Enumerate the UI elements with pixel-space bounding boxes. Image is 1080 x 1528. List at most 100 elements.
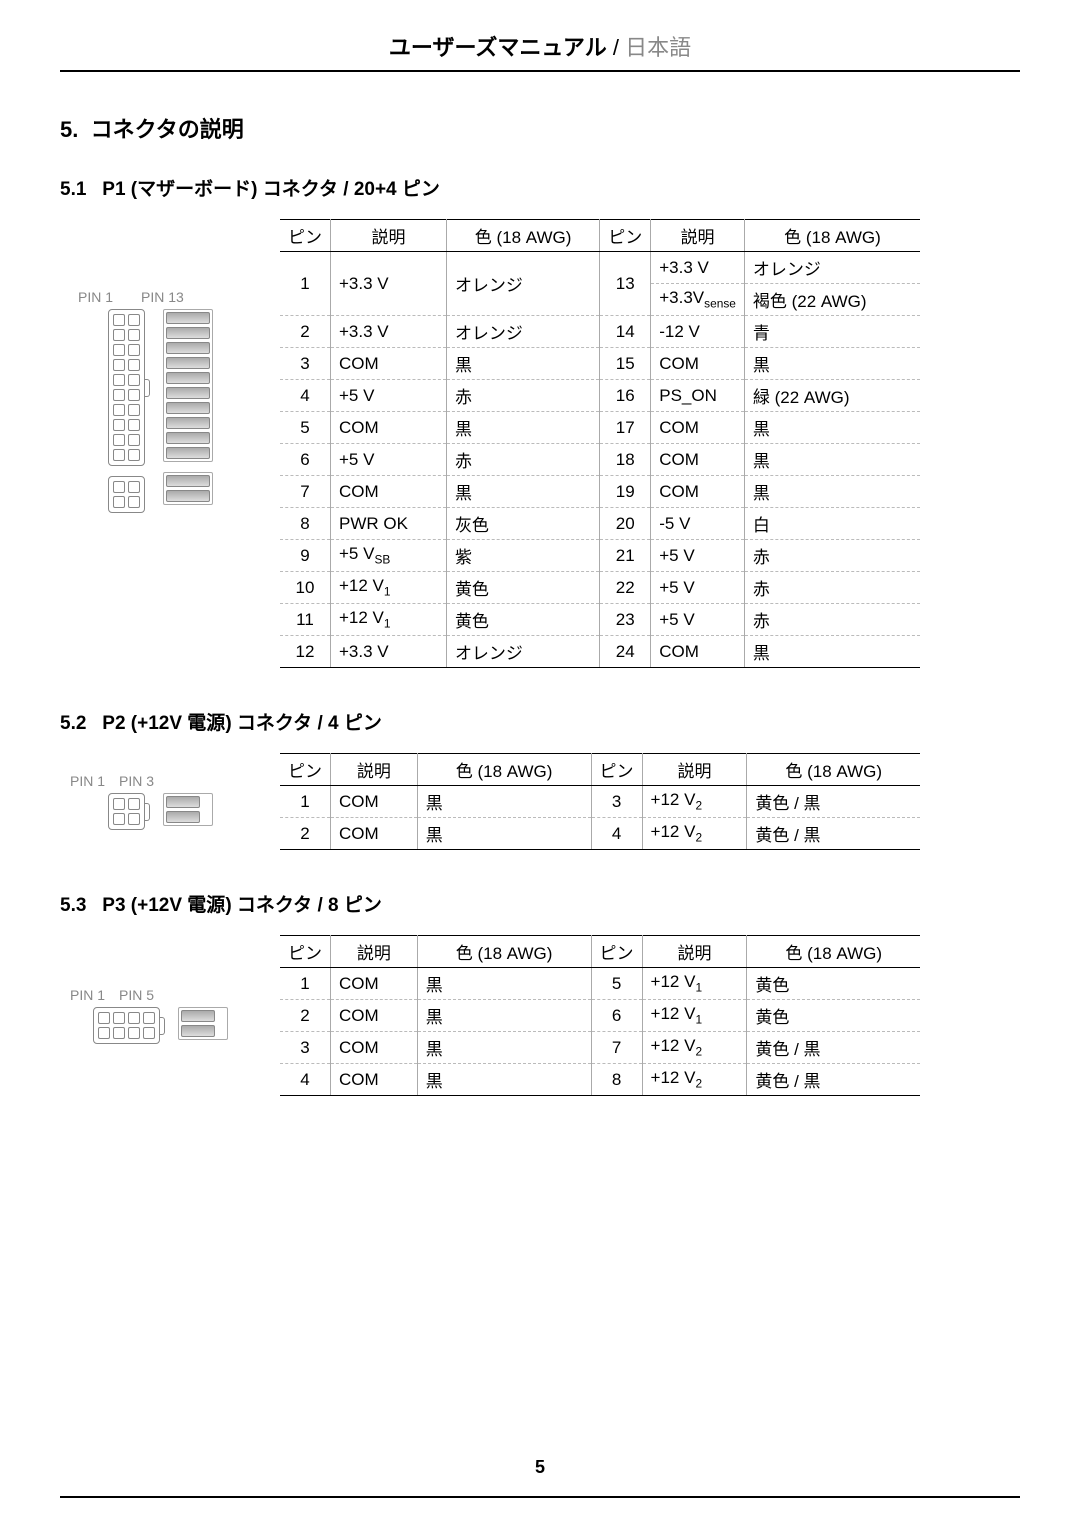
pin-square <box>113 481 125 493</box>
header-title: ユーザーズマニュアル <box>389 35 607 60</box>
table-p3: ピン説明色 (18 AWG)ピン説明色 (18 AWG)1COM黒5+12 V1… <box>280 935 920 1096</box>
cell: 白 <box>744 508 920 540</box>
s52-pins: 4 <box>328 713 339 734</box>
cell: 23 <box>600 604 651 636</box>
s53-tail: ) コネクタ / <box>225 895 328 916</box>
s51-pins: 20+4 <box>354 179 397 200</box>
cell: 黄色 / 黒 <box>747 1032 920 1064</box>
cell: COM <box>331 1064 418 1096</box>
pin-square <box>113 344 125 356</box>
cell: 黄色 / 黒 <box>747 786 920 818</box>
header-sep: / <box>607 35 625 60</box>
cell: 15 <box>600 348 651 380</box>
diagram-p2: PIN 1 PIN 3 <box>60 773 260 830</box>
pin-square <box>113 496 125 508</box>
col-header: ピン <box>280 754 331 786</box>
side-bar <box>166 417 210 429</box>
col-header: ピン <box>591 936 642 968</box>
cell: +12 V1 <box>331 572 447 604</box>
col-header: ピン <box>280 936 331 968</box>
p2-pin1: PIN 1 <box>70 773 105 789</box>
cell: COM <box>331 1000 418 1032</box>
s52-name: P2 (+12V <box>102 713 187 734</box>
cell: 赤 <box>744 572 920 604</box>
cell: +5 V <box>651 572 745 604</box>
col-header: 色 (18 AWG) <box>747 754 920 786</box>
cell: 2 <box>280 818 331 850</box>
cell: 黒 <box>744 476 920 508</box>
latch-icon <box>145 379 150 397</box>
cell: 黄色 / 黒 <box>747 1064 920 1096</box>
p2-conn-draw <box>108 793 213 830</box>
cell: 黒 <box>744 636 920 668</box>
col-header: 色 (18 AWG) <box>417 754 591 786</box>
col-header: ピン <box>591 754 642 786</box>
p1-front-20 <box>108 309 145 466</box>
cell: COM <box>651 476 745 508</box>
cell: +5 V <box>651 540 745 572</box>
cell: 黒 <box>417 1032 591 1064</box>
pin-labels-p3: PIN 1 PIN 5 <box>60 987 260 1003</box>
section-5: 5. コネクタの説明 <box>60 112 1020 144</box>
col-header: 説明 <box>331 754 418 786</box>
pin-square <box>128 344 140 356</box>
s51-pt: ピン <box>397 179 440 200</box>
cell: -12 V <box>651 316 745 348</box>
cell: 1 <box>280 786 331 818</box>
pin-labels-p1: PIN 1 PIN 13 <box>60 289 260 305</box>
s51-name: P1 ( <box>102 179 137 200</box>
cell: +12 V1 <box>642 1000 747 1032</box>
s53-pins: 8 <box>328 895 339 916</box>
p3-front <box>93 1007 160 1044</box>
cell: 緑 (22 AWG) <box>744 380 920 412</box>
section-5-3: 5.3 P3 (+12V 電源) コネクタ / 8 ピン <box>60 890 1020 917</box>
cell: +5 V <box>331 444 447 476</box>
side-bar <box>166 402 210 414</box>
cell: 21 <box>600 540 651 572</box>
side-bar <box>166 490 210 502</box>
cell: 5 <box>280 412 331 444</box>
page-number: 5 <box>0 1457 1080 1478</box>
cell: 1 <box>280 968 331 1000</box>
pin-square <box>128 389 140 401</box>
cell: 18 <box>600 444 651 476</box>
cell: 黄色 <box>747 968 920 1000</box>
side-bar <box>166 447 210 459</box>
cell: 黒 <box>446 476 599 508</box>
pin-labels-p2: PIN 1 PIN 3 <box>60 773 260 789</box>
cell: 8 <box>280 508 331 540</box>
cell: 7 <box>280 476 331 508</box>
p2-pin3: PIN 3 <box>119 773 154 789</box>
side-bar <box>166 312 210 324</box>
pin-square <box>143 1027 155 1039</box>
side-bar <box>166 387 210 399</box>
p3-pin1: PIN 1 <box>70 987 105 1003</box>
cell: 黒 <box>417 818 591 850</box>
pin-square <box>128 329 140 341</box>
cell: COM <box>331 412 447 444</box>
col-header: 説明 <box>642 754 747 786</box>
s53-mid: 電源 <box>187 895 225 916</box>
cell: COM <box>651 444 745 476</box>
page-header: ユーザーズマニュアル / 日本語 <box>60 30 1020 72</box>
latch-icon <box>160 1017 165 1035</box>
cell: 16 <box>600 380 651 412</box>
side-bar <box>181 1025 215 1037</box>
cell: オレンジ <box>446 316 599 348</box>
cell: +12 V2 <box>642 1032 747 1064</box>
block-5-2: PIN 1 PIN 3 ピン説明色 (18 AWG)ピン説明色 (18 AWG)… <box>60 753 1020 850</box>
cell: COM <box>331 348 447 380</box>
pin-square <box>128 419 140 431</box>
cell: 19 <box>600 476 651 508</box>
cell: 赤 <box>446 380 599 412</box>
pin-square <box>113 359 125 371</box>
cell: COM <box>331 818 418 850</box>
cell: 4 <box>280 380 331 412</box>
side-bar <box>166 811 200 823</box>
s51-num: 5.1 <box>60 179 86 200</box>
pin-square <box>128 813 140 825</box>
side-bar <box>166 357 210 369</box>
cell: 13 <box>600 252 651 316</box>
pin-square <box>113 1012 125 1024</box>
col-header: 色 (18 AWG) <box>747 936 920 968</box>
